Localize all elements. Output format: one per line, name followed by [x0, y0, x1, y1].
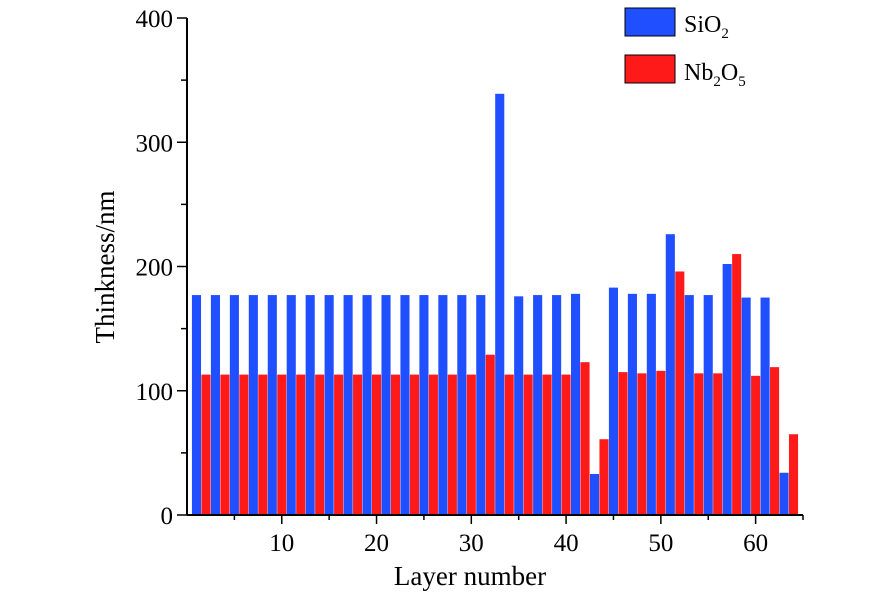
bar-sio2-layer-43 — [589, 473, 600, 515]
bar-nb2o5-layer-64 — [788, 434, 799, 515]
bar-nb2o5-layer-40 — [561, 374, 571, 515]
x-tick-label-40: 40 — [554, 530, 579, 557]
legend-swatch-sio2 — [624, 7, 676, 37]
bar-sio2-layer-45 — [608, 287, 619, 515]
bar-nb2o5-layer-18 — [353, 374, 363, 515]
bar-sio2-layer-25 — [419, 295, 429, 515]
bar-nb2o5-layer-44 — [599, 439, 609, 515]
bar-nb2o5-layer-8 — [258, 374, 268, 515]
bar-nb2o5-layer-56 — [713, 373, 723, 515]
bar-sio2-layer-5 — [229, 295, 239, 515]
bar-sio2-layer-53 — [684, 295, 694, 515]
bar-sio2-layer-39 — [552, 295, 562, 515]
bar-nb2o5-layer-58 — [732, 254, 742, 515]
bar-sio2-layer-13 — [305, 295, 315, 515]
legend-label-nb2o5: Nb2O5 — [684, 60, 746, 90]
bar-sio2-layer-61 — [760, 297, 770, 515]
bar-nb2o5-layer-62 — [770, 367, 780, 515]
bar-nb2o5-layer-26 — [428, 374, 438, 515]
bar-nb2o5-layer-20 — [371, 374, 382, 515]
bar-sio2-layer-41 — [571, 293, 581, 515]
bar-sio2-layer-7 — [248, 295, 258, 515]
bar-nb2o5-layer-4 — [220, 374, 230, 515]
bar-nb2o5-layer-24 — [409, 374, 419, 515]
axes-group — [177, 17, 804, 524]
bar-nb2o5-layer-10 — [277, 374, 287, 515]
bar-nb2o5-layer-16 — [334, 374, 344, 515]
bar-nb2o5-layer-36 — [523, 374, 533, 515]
bar-nb2o5-layer-46 — [618, 372, 628, 515]
bar-sio2-layer-31 — [476, 295, 486, 515]
x-tick-label-60: 60 — [743, 530, 768, 557]
x-tick-label-30: 30 — [459, 530, 484, 557]
bar-nb2o5-layer-28 — [447, 374, 457, 515]
bar-sio2-layer-63 — [779, 472, 789, 515]
bar-sio2-layer-17 — [343, 295, 353, 515]
bar-sio2-layer-59 — [741, 297, 751, 515]
bar-sio2-layer-37 — [533, 295, 543, 515]
bar-sio2-layer-49 — [646, 293, 656, 515]
bar-sio2-layer-51 — [665, 234, 675, 515]
bar-nb2o5-layer-32 — [485, 354, 495, 515]
bar-sio2-layer-19 — [362, 295, 372, 515]
bar-sio2-layer-1 — [191, 295, 202, 515]
tick-labels-group: 0 100 200 300 400 10 20 30 40 50 60 — [136, 6, 769, 557]
y-tick-label-0: 0 — [161, 503, 174, 530]
y-tick-label-300: 300 — [136, 130, 174, 157]
bar-sio2-layer-57 — [722, 264, 732, 515]
bar-sio2-layer-55 — [703, 295, 713, 515]
bar-nb2o5-layer-2 — [201, 374, 211, 515]
bar-sio2-layer-9 — [267, 295, 277, 515]
bar-nb2o5-layer-22 — [390, 374, 401, 515]
bar-nb2o5-layer-42 — [580, 362, 590, 515]
bar-nb2o5-layer-14 — [315, 374, 325, 515]
bar-nb2o5-layer-34 — [504, 374, 514, 515]
x-tick-label-20: 20 — [364, 530, 389, 557]
bar-nb2o5-layer-54 — [694, 373, 704, 515]
bar-nb2o5-layer-38 — [542, 374, 552, 515]
legend-label-sio2: SiO2 — [684, 12, 729, 42]
bar-sio2-layer-29 — [457, 295, 467, 515]
legend: SiO2 Nb2O5 — [624, 7, 746, 90]
bar-sio2-layer-33 — [495, 93, 505, 515]
bar-sio2-layer-11 — [286, 295, 296, 515]
bar-sio2-layer-15 — [324, 295, 334, 515]
bar-sio2-layer-21 — [381, 295, 391, 515]
x-tick-label-10: 10 — [269, 530, 294, 557]
bar-nb2o5-layer-52 — [675, 271, 685, 515]
legend-swatch-nb2o5 — [624, 54, 676, 84]
x-axis-title: Layer number — [394, 561, 546, 591]
y-tick-label-200: 200 — [136, 255, 174, 282]
bar-sio2-layer-3 — [210, 295, 220, 515]
bar-nb2o5-layer-6 — [239, 374, 249, 515]
bar-nb2o5-layer-30 — [466, 374, 476, 515]
bar-nb2o5-layer-48 — [637, 373, 647, 515]
x-tick-label-50: 50 — [648, 530, 673, 557]
bar-sio2-layer-27 — [438, 295, 448, 515]
y-axis-title: Thinkness/nm — [90, 191, 120, 344]
bar-sio2-layer-23 — [400, 295, 410, 515]
bar-sio2-layer-35 — [514, 296, 524, 515]
bar-nb2o5-layer-50 — [656, 370, 666, 515]
bar-nb2o5-layer-60 — [751, 375, 761, 515]
bar-nb2o5-layer-12 — [296, 374, 306, 515]
y-tick-label-100: 100 — [136, 379, 174, 406]
y-tick-label-400: 400 — [136, 6, 174, 33]
bars-group — [191, 93, 799, 515]
bar-sio2-layer-47 — [627, 293, 637, 515]
